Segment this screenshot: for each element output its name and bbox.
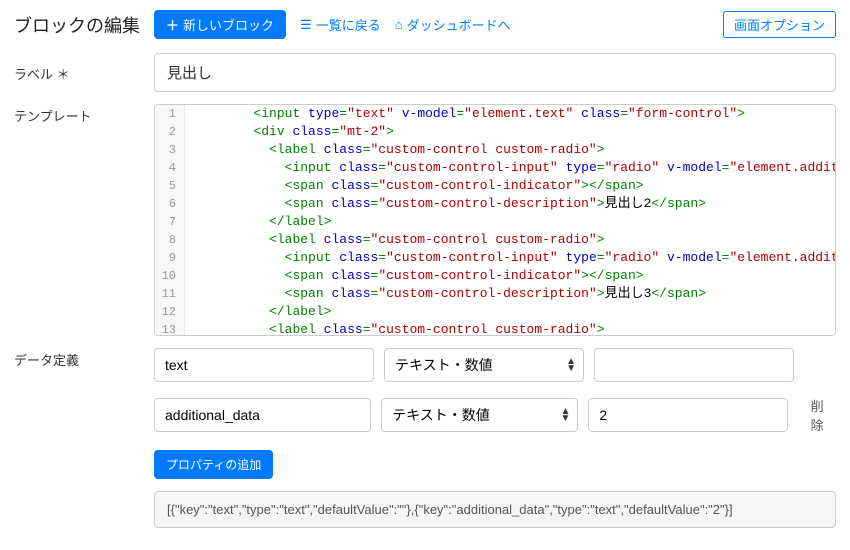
data-def-delete-button[interactable]: 削除 [798,392,836,438]
line-number: 6 [155,195,185,213]
code-line: 7 </label> [155,213,835,231]
line-number: 2 [155,123,185,141]
home-icon: ⌂ [395,17,403,32]
plus-icon: ＋ [166,15,179,34]
line-number: 8 [155,231,185,249]
json-preview [154,491,836,528]
data-def-item: テキスト・数値▲▼ [154,348,836,382]
line-number: 4 [155,159,185,177]
dashboard-label: ダッシュボードへ [407,15,511,34]
new-block-label: 新しいブロック [183,15,274,34]
code-content: </label> [185,303,331,321]
list-icon: ☰ [300,17,312,33]
data-def-label: データ定義 [14,348,142,369]
label-row: ラベル ＊ [14,53,836,92]
header-row: ブロックの編集 ＋ 新しいブロック ☰ 一覧に戻る ⌂ ダッシュボードへ 画面オ… [14,10,836,39]
data-def-type-select[interactable]: テキスト・数値 [384,348,584,382]
code-content: </label> [185,213,331,231]
template-code-editor[interactable]: 1 <input type="text" v-model="element.te… [154,104,836,336]
line-number: 3 [155,141,185,159]
line-number: 1 [155,105,185,123]
line-number: 9 [155,249,185,267]
data-def-type-select[interactable]: テキスト・数値 [381,398,578,432]
code-content: <span class="custom-control-description"… [185,195,706,213]
code-content: <label class="custom-control custom-radi… [185,231,605,249]
line-number: 12 [155,303,185,321]
new-block-button[interactable]: ＋ 新しいブロック [154,10,286,39]
data-def-row: データ定義 テキスト・数値▲▼ テキスト・数値▲▼削除 プロパティの追加 [14,348,836,528]
code-line: 1 <input type="text" v-model="element.te… [155,105,835,123]
code-content: <input type="text" v-model="element.text… [185,105,745,123]
code-line: 9 <input class="custom-control-input" ty… [155,249,835,267]
back-to-list-label: 一覧に戻る [316,15,381,34]
code-content: <span class="custom-control-indicator"><… [185,267,644,285]
code-line: 13 <label class="custom-control custom-r… [155,321,835,336]
code-line: 3 <label class="custom-control custom-ra… [155,141,835,159]
back-to-list-link[interactable]: ☰ 一覧に戻る [300,15,381,34]
code-line: 5 <span class="custom-control-indicator"… [155,177,835,195]
template-row: テンプレート 1 <input type="text" v-model="ele… [14,104,836,336]
code-content: <label class="custom-control custom-radi… [185,141,605,159]
code-content: <span class="custom-control-description"… [185,285,706,303]
page-title: ブロックの編集 [14,12,140,38]
code-line: 10 <span class="custom-control-indicator… [155,267,835,285]
code-line: 2 <div class="mt-2"> [155,123,835,141]
add-property-button[interactable]: プロパティの追加 [154,450,273,479]
code-line: 4 <input class="custom-control-input" ty… [155,159,835,177]
template-field-label: テンプレート [14,104,142,125]
data-def-default-input[interactable] [594,348,794,382]
screen-options-button[interactable]: 画面オプション [723,11,836,38]
data-def-key-input[interactable] [154,398,371,432]
data-def-key-input[interactable] [154,348,374,382]
line-number: 7 [155,213,185,231]
code-content: <input class="custom-control-input" type… [185,159,836,177]
code-line: 11 <span class="custom-control-descripti… [155,285,835,303]
code-line: 6 <span class="custom-control-descriptio… [155,195,835,213]
data-def-default-input[interactable] [588,398,788,432]
code-content: <span class="custom-control-indicator"><… [185,177,644,195]
line-number: 10 [155,267,185,285]
code-line: 12 </label> [155,303,835,321]
data-def-item: テキスト・数値▲▼削除 [154,392,836,438]
dashboard-link[interactable]: ⌂ ダッシュボードへ [395,15,511,34]
line-number: 13 [155,321,185,336]
label-input[interactable] [154,53,836,92]
code-content: <label class="custom-control custom-radi… [185,321,605,336]
code-line: 8 <label class="custom-control custom-ra… [155,231,835,249]
code-content: <input class="custom-control-input" type… [185,249,836,267]
line-number: 11 [155,285,185,303]
label-field-label: ラベル ＊ [14,62,142,83]
code-content: <div class="mt-2"> [185,123,394,141]
line-number: 5 [155,177,185,195]
